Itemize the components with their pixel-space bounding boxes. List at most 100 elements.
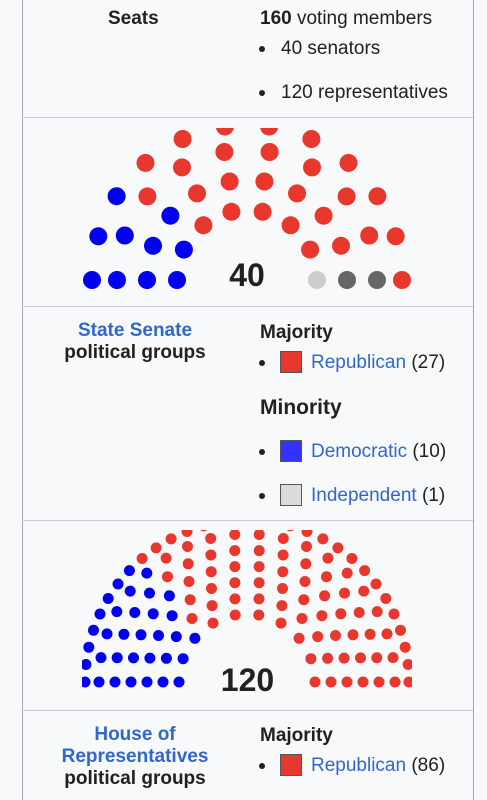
republican-seat bbox=[360, 226, 379, 245]
democratic-color-swatch bbox=[280, 440, 302, 462]
republican-seat bbox=[303, 158, 321, 177]
republican-seat bbox=[181, 530, 193, 537]
senate-party-republican: Republican (27) bbox=[311, 352, 446, 373]
democratic-seat bbox=[166, 610, 178, 622]
republican-seat bbox=[296, 613, 308, 624]
bullet-icon bbox=[259, 360, 265, 366]
bullet-icon bbox=[259, 46, 265, 52]
republican-seat bbox=[312, 631, 324, 643]
republican-seat bbox=[353, 607, 365, 618]
republican-seat bbox=[275, 617, 287, 629]
republican-seat bbox=[229, 593, 241, 605]
house-seat-diagram bbox=[82, 530, 412, 688]
democratic-seat bbox=[177, 653, 189, 665]
republican-seat bbox=[370, 578, 382, 590]
republican-seat bbox=[205, 533, 217, 544]
republican-seat bbox=[309, 676, 321, 688]
democratic-seat bbox=[94, 608, 106, 620]
republican-seat bbox=[300, 558, 312, 570]
democratic-seat bbox=[124, 585, 136, 597]
republican-seat bbox=[339, 587, 350, 599]
row-divider bbox=[22, 520, 473, 521]
bullet-icon bbox=[259, 763, 265, 769]
republican-seat bbox=[253, 545, 265, 557]
republican-seat bbox=[381, 628, 393, 640]
republican-seat bbox=[319, 590, 331, 602]
democratic-seat bbox=[144, 236, 162, 255]
republican-link[interactable]: Republican bbox=[311, 755, 407, 776]
republican-seat bbox=[399, 641, 411, 653]
democratic-seat bbox=[83, 271, 101, 289]
republican-seat bbox=[387, 652, 399, 664]
republican-seat bbox=[136, 553, 148, 564]
senate-groups-subtitle: political groups bbox=[64, 342, 206, 363]
republican-seat bbox=[186, 613, 198, 624]
republican-seat bbox=[160, 552, 172, 564]
bullet-icon bbox=[259, 90, 265, 96]
democratic-seat bbox=[161, 206, 180, 225]
house-link-line1[interactable]: House of bbox=[94, 724, 176, 745]
republican-seat bbox=[277, 566, 289, 578]
republican-seat bbox=[173, 158, 191, 177]
republican-seat bbox=[364, 628, 376, 640]
democratic-seat bbox=[93, 676, 105, 688]
democratic-seat bbox=[189, 632, 201, 644]
house-seat-count: 120 bbox=[220, 662, 275, 698]
democratic-seat bbox=[160, 652, 172, 664]
republican-seat bbox=[403, 676, 412, 688]
independent-color-swatch bbox=[280, 484, 302, 506]
bullet-icon bbox=[259, 449, 265, 455]
republican-seat bbox=[253, 561, 265, 573]
republican-seat bbox=[276, 600, 288, 612]
republican-seat bbox=[293, 632, 305, 644]
seats-total: 160 voting members bbox=[260, 8, 433, 29]
republican-seat bbox=[288, 184, 306, 203]
democratic-seat bbox=[102, 593, 114, 604]
house-link-line2[interactable]: Representatives bbox=[61, 746, 209, 767]
democratic-seat bbox=[168, 271, 186, 289]
republican-seat bbox=[200, 530, 208, 532]
seats-label: Seats bbox=[108, 8, 159, 29]
democratic-seat bbox=[101, 628, 113, 640]
independent-link[interactable]: Independent bbox=[311, 485, 417, 506]
republican-seat bbox=[229, 530, 241, 540]
republican-seat bbox=[298, 594, 310, 606]
republican-seat bbox=[220, 172, 239, 191]
republican-seat bbox=[165, 533, 177, 545]
democratic-link[interactable]: Democratic bbox=[311, 441, 408, 462]
republican-seat bbox=[188, 184, 206, 203]
democratic-seat bbox=[107, 187, 126, 206]
republican-seat bbox=[138, 187, 157, 206]
democratic-seat bbox=[82, 659, 92, 670]
republican-seat bbox=[301, 541, 312, 552]
republican-seat bbox=[339, 153, 358, 172]
republican-seat bbox=[335, 608, 347, 620]
republican-seat bbox=[182, 541, 193, 552]
democratic-seat bbox=[95, 652, 107, 664]
republican-seat bbox=[355, 652, 366, 664]
republican-seat bbox=[347, 629, 359, 641]
vacant-seat bbox=[368, 271, 386, 289]
republican-seat bbox=[277, 583, 288, 594]
republican-seat bbox=[253, 577, 265, 589]
infobox bbox=[22, 0, 474, 800]
democratic-seat bbox=[111, 606, 123, 618]
republican-seat bbox=[281, 216, 300, 235]
state-senate-link[interactable]: State Senate bbox=[77, 320, 193, 341]
democratic-seat bbox=[141, 567, 153, 579]
republican-link[interactable]: Republican bbox=[311, 352, 407, 373]
democratic-seat bbox=[153, 630, 164, 641]
democratic-seat bbox=[108, 271, 126, 289]
republican-seat bbox=[286, 530, 294, 532]
republican-seat bbox=[162, 571, 173, 583]
democratic-seat bbox=[135, 629, 147, 641]
democratic-seat bbox=[173, 676, 185, 688]
democratic-seat bbox=[128, 652, 139, 664]
senate-party-independent: Independent (1) bbox=[311, 485, 446, 506]
democratic-seat bbox=[157, 676, 169, 688]
republican-seat bbox=[183, 576, 195, 587]
republican-seat bbox=[253, 609, 265, 621]
republican-seat bbox=[322, 652, 334, 664]
republican-seat bbox=[358, 585, 370, 597]
republican-seat bbox=[373, 676, 385, 688]
